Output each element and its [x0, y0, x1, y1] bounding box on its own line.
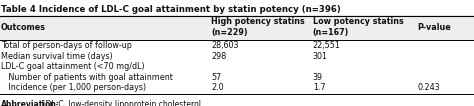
Text: LDL-C, low-density lipoprotein cholesterol.: LDL-C, low-density lipoprotein cholester… — [39, 100, 203, 106]
Text: High potency statins
(n=229): High potency statins (n=229) — [211, 17, 305, 37]
Text: Low potency statins
(n=167): Low potency statins (n=167) — [313, 17, 403, 37]
Text: 22,551: 22,551 — [313, 41, 341, 50]
Text: Median survival time (days): Median survival time (days) — [1, 52, 113, 61]
Text: P-value: P-value — [417, 23, 451, 31]
Text: Table 4 Incidence of LDL-C goal attainment by statin potency (n=396): Table 4 Incidence of LDL-C goal attainme… — [1, 5, 341, 14]
Text: 301: 301 — [313, 52, 328, 61]
Text: Abbreviation:: Abbreviation: — [1, 100, 60, 106]
Text: Incidence (per 1,000 person-days): Incidence (per 1,000 person-days) — [1, 84, 146, 92]
Text: 0.243: 0.243 — [417, 84, 440, 92]
Text: 57: 57 — [211, 73, 221, 82]
Text: Number of patients with goal attainment: Number of patients with goal attainment — [1, 73, 173, 82]
Text: 28,603: 28,603 — [211, 41, 238, 50]
Text: 39: 39 — [313, 73, 323, 82]
Text: 298: 298 — [211, 52, 226, 61]
Text: 1.7: 1.7 — [313, 84, 326, 92]
Text: Total of person-days of follow-up: Total of person-days of follow-up — [1, 41, 132, 50]
Bar — [0, 18, 474, 40]
Text: LDL-C goal attainment (<70 mg/dL): LDL-C goal attainment (<70 mg/dL) — [1, 62, 145, 71]
Text: 2.0: 2.0 — [211, 84, 224, 92]
Text: Outcomes: Outcomes — [1, 23, 46, 31]
